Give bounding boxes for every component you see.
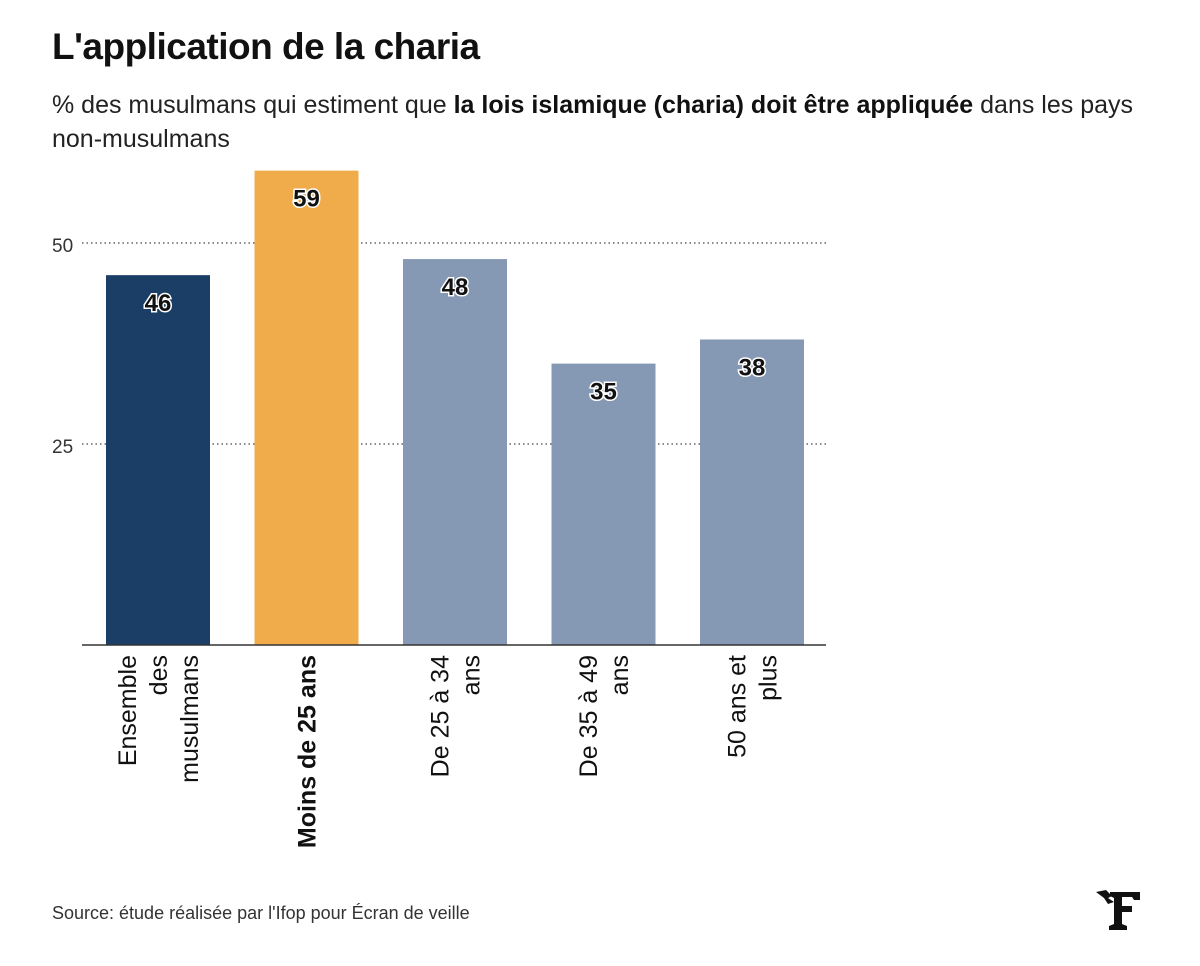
bars: 46 59 48 35 38	[106, 170, 804, 645]
x-tick-label: Moins de 25 ans	[294, 655, 322, 848]
x-tick-label: ans	[606, 655, 634, 695]
x-tick-label: De 35 à 49	[575, 655, 603, 777]
x-tick-label: 50 ans et	[724, 655, 752, 758]
subtitle-text-end: dans les pays non-musulmans	[52, 91, 1134, 153]
bar-value-label: 46	[145, 290, 172, 317]
gridlines: 25 50	[52, 236, 826, 458]
x-tick-label: musulmans	[176, 655, 204, 783]
chart-subtitle: % des musulmans qui estiment que la lois…	[52, 88, 1162, 156]
chart-title: L'application de la charia	[52, 26, 480, 67]
bar-value-label: 59	[293, 186, 320, 213]
le-figaro-logo	[1096, 890, 1140, 930]
x-tick-label: des	[145, 655, 173, 695]
bar	[106, 275, 210, 645]
bar-chart: 25 50 46 59 48 35 38 Ensemble des musulmans Moin…	[52, 170, 826, 848]
subtitle-text-bold: la lois islamique (charia) doit être app…	[453, 91, 974, 119]
bar-value-label: 35	[590, 379, 617, 406]
subtitle-text-start: % des musulmans qui estiment que	[52, 91, 454, 119]
source-note: Source: étude réalisée par l'Ifop pour É…	[52, 903, 470, 923]
x-tick-label: plus	[755, 655, 783, 701]
y-tick-label: 25	[52, 437, 73, 458]
bar	[700, 339, 804, 645]
x-axis-labels: Ensemble des musulmans Moins de 25 ans De 25…	[114, 655, 783, 848]
bar-value-label: 38	[739, 354, 766, 381]
x-tick-label: ans	[458, 655, 486, 695]
x-tick-label: De 25 à 34	[427, 655, 455, 777]
bar-value-label: 48	[442, 274, 469, 301]
bar	[551, 363, 656, 645]
x-tick-label: Ensemble	[114, 655, 142, 766]
bar	[254, 170, 359, 645]
bar	[403, 259, 507, 645]
y-tick-label: 50	[52, 236, 73, 257]
